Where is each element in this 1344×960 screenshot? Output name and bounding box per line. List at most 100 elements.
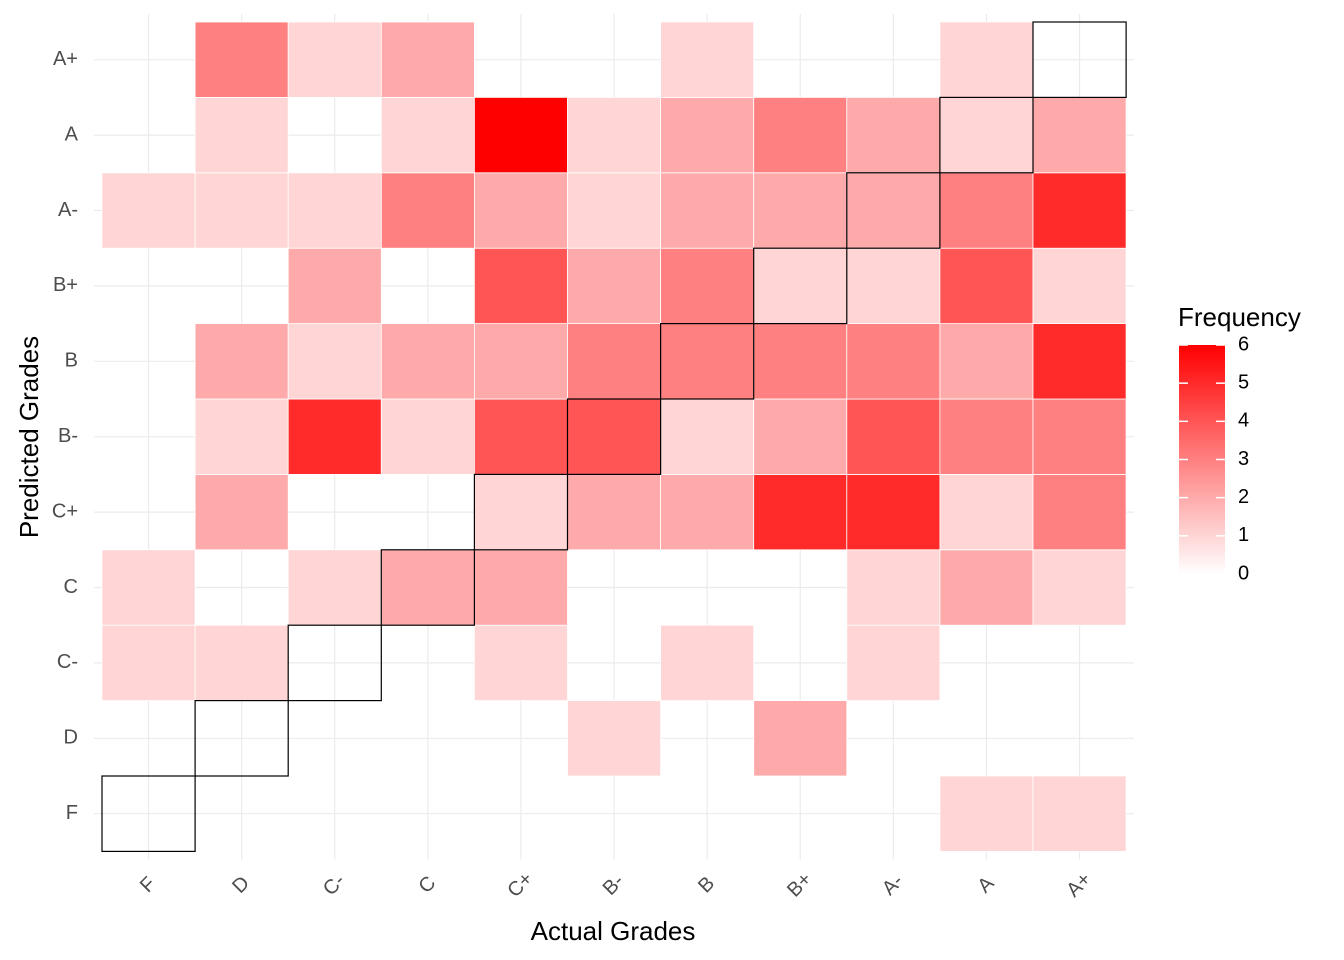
cell-pred-a-actual-c — [380, 97, 475, 174]
cell-pred-f-actual-a — [939, 775, 1034, 852]
x-tick-aplus: A+ — [1062, 868, 1095, 901]
cell-pred-cplus-actual-bplus — [753, 473, 848, 551]
cell-pred-cplus-actual-bminus — [567, 473, 661, 551]
cell-pred-bminus-actual-bplus — [753, 398, 848, 475]
y-tick-bplus: B+ — [53, 274, 78, 296]
cell-pred-cminus-actual-f — [101, 624, 196, 702]
diagonal-cell-aplus — [1032, 21, 1127, 99]
cell-pred-a-actual-bplus — [753, 97, 848, 174]
y-tick-a: A — [65, 123, 79, 145]
diagonal-cell-cminus — [287, 624, 382, 702]
cell-pred-b-actual-b — [660, 323, 755, 400]
cell-pred-a-actual-cplus — [473, 97, 568, 174]
cell-pred-bminus-actual-d — [194, 398, 289, 475]
legend-title: Frequency — [1178, 302, 1301, 332]
cell-pred-a-actual-b — [660, 97, 755, 174]
diagonal-cell-a — [939, 96, 1034, 174]
cell-pred-aplus-actual-cminus — [287, 21, 382, 98]
x-tick-a: A — [973, 872, 998, 897]
cell-pred-cplus-actual-a — [939, 473, 1034, 551]
cell-pred-d-actual-bplus — [753, 700, 848, 777]
cell-pred-bplus-actual-bplus — [753, 247, 848, 324]
diagonal-cell-bminus — [566, 398, 662, 476]
y-tick-b: B — [65, 350, 78, 372]
cell-pred-bminus-actual-cminus — [287, 398, 382, 475]
cell-pred-b-actual-bminus — [567, 323, 661, 400]
x-tick-cplus: C+ — [503, 868, 537, 902]
cell-pred-c-actual-cminus — [287, 549, 382, 626]
legend-ticks: 0 1 2 3 4 5 6 — [1179, 333, 1249, 584]
legend-tick-label: 5 — [1238, 371, 1249, 393]
cell-pred-cplus-actual-aminus — [846, 473, 941, 551]
x-tick-labels: F D C- C C+ B- B B+ A- A A+ — [136, 868, 1096, 902]
x-tick-aminus: A- — [878, 870, 908, 900]
cell-pred-c-actual-cplus — [473, 549, 568, 626]
y-axis-title: Predicted Grades — [14, 336, 44, 538]
cell-pred-a-actual-a — [939, 97, 1034, 174]
cell-pred-b-actual-d — [194, 323, 289, 400]
cell-pred-bplus-actual-cminus — [287, 247, 382, 324]
cell-pred-aminus-actual-bplus — [753, 172, 848, 249]
cell-pred-aplus-actual-d — [194, 21, 289, 98]
x-tick-bplus: B+ — [783, 868, 816, 901]
cell-pred-aminus-actual-b — [660, 172, 755, 249]
cell-pred-bminus-actual-aplus — [1032, 398, 1127, 475]
legend: Frequency 0 1 2 3 4 5 6 — [1178, 302, 1301, 584]
y-tick-c: C — [64, 576, 78, 598]
cell-pred-aminus-actual-a — [939, 172, 1034, 249]
cell-pred-aplus-actual-b — [660, 21, 755, 98]
cell-pred-bplus-actual-bminus — [567, 247, 661, 324]
cell-pred-bplus-actual-aplus — [1032, 247, 1127, 324]
cell-pred-aminus-actual-aplus — [1032, 172, 1127, 249]
cell-pred-c-actual-c — [380, 549, 475, 626]
cell-pred-a-actual-d — [194, 97, 289, 174]
cell-pred-bminus-actual-bminus — [567, 398, 661, 475]
cell-pred-bminus-actual-cplus — [473, 398, 568, 475]
diagonal-cell-f — [101, 775, 196, 853]
y-tick-d: D — [64, 727, 78, 749]
diagonal-cell-aminus — [846, 172, 941, 249]
cell-pred-bminus-actual-c — [380, 398, 475, 475]
cell-pred-a-actual-bminus — [567, 97, 661, 174]
cell-pred-cminus-actual-aminus — [846, 624, 941, 702]
cell-pred-cminus-actual-d — [194, 624, 289, 702]
cell-pred-b-actual-bplus — [753, 323, 848, 400]
cell-pred-b-actual-cminus — [287, 323, 382, 400]
cell-pred-bplus-actual-a — [939, 247, 1034, 324]
cell-pred-b-actual-c — [380, 323, 475, 400]
cell-pred-bminus-actual-aminus — [846, 398, 941, 475]
diagonal-cell-b — [659, 323, 755, 400]
cell-pred-aminus-actual-c — [380, 172, 475, 249]
cell-pred-bplus-actual-b — [660, 247, 755, 324]
x-tick-cminus: C- — [319, 870, 349, 900]
y-tick-f: F — [66, 802, 78, 824]
cell-pred-bminus-actual-a — [939, 398, 1034, 475]
cell-pred-b-actual-cplus — [473, 323, 568, 400]
cell-pred-b-actual-a — [939, 323, 1034, 400]
cell-pred-cminus-actual-cplus — [473, 624, 568, 702]
legend-tick-label: 6 — [1238, 333, 1249, 355]
y-tick-aminus: A- — [58, 199, 78, 221]
legend-tick-label: 2 — [1238, 486, 1249, 508]
legend-tick-label: 0 — [1238, 562, 1249, 584]
x-tick-bminus: B- — [599, 870, 629, 900]
cell-pred-bplus-actual-aminus — [846, 247, 941, 324]
x-axis-title: Actual Grades — [531, 916, 696, 946]
x-tick-b: B — [694, 872, 719, 897]
cell-pred-c-actual-a — [939, 549, 1034, 626]
cell-pred-a-actual-aplus — [1032, 97, 1127, 174]
y-tick-cminus: C- — [57, 651, 78, 673]
cell-pred-c-actual-aplus — [1032, 549, 1127, 626]
cell-pred-aminus-actual-cminus — [287, 172, 382, 249]
cell-pred-b-actual-aplus — [1032, 323, 1127, 400]
diagonal-cell-bplus — [753, 247, 848, 325]
x-tick-d: D — [228, 872, 254, 898]
y-tick-cplus: C+ — [52, 500, 78, 522]
cell-pred-f-actual-aplus — [1032, 775, 1127, 852]
y-tick-aplus: A+ — [53, 48, 78, 70]
cell-pred-c-actual-f — [101, 549, 196, 626]
x-tick-f: F — [136, 873, 160, 897]
cell-pred-d-actual-bminus — [567, 700, 661, 777]
y-tick-bminus: B- — [58, 425, 78, 447]
diagonal-cell-d — [194, 699, 289, 777]
